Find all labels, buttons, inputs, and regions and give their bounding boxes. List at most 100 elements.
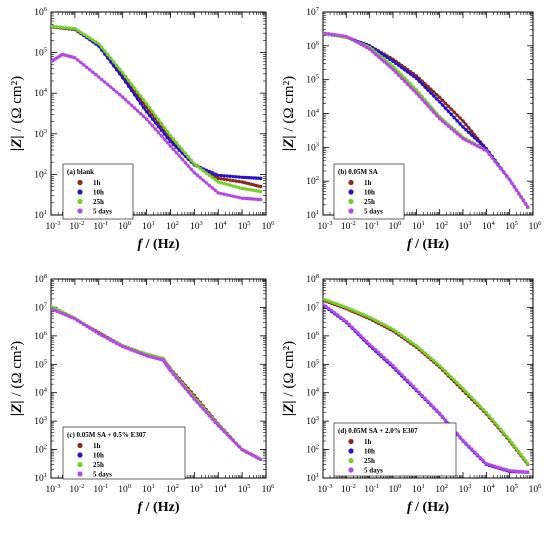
data-point (210, 186, 214, 190)
data-point (231, 174, 235, 179)
data-point (423, 101, 427, 105)
data-point (341, 304, 346, 309)
y-tick-label: 107 (34, 301, 48, 313)
legend-marker (77, 208, 83, 214)
data-point (228, 183, 232, 187)
data-point (408, 339, 413, 344)
data-point (335, 302, 340, 306)
data-point (76, 28, 80, 33)
legend-box (62, 426, 186, 480)
data-point (222, 181, 226, 186)
data-point (411, 88, 416, 92)
y-tick-label: 104 (306, 108, 320, 120)
data-point (519, 453, 523, 457)
data-point (443, 106, 448, 110)
data-point (225, 182, 229, 187)
data-point (341, 34, 346, 38)
data-point (400, 372, 404, 377)
data-point (461, 136, 465, 141)
data-point (464, 128, 468, 132)
data-point (73, 26, 77, 31)
data-point (237, 444, 241, 449)
data-layer (51, 304, 263, 462)
x-tick-label: 106 (529, 220, 543, 232)
data-point (141, 105, 146, 110)
data-point (452, 115, 456, 120)
panel-3: 10-3 10-2 10-1 100 101 102 103 104 105 106 101 102 1… (9, 273, 275, 515)
y-tick-label: 105 (306, 74, 319, 86)
legend-entry: 25h (364, 198, 375, 206)
data-point (97, 331, 101, 336)
y-tick-label: 103 (306, 141, 319, 153)
data-point (382, 323, 386, 327)
y-tick-label: 108 (306, 273, 319, 285)
data-point (423, 396, 427, 401)
data-point (458, 435, 462, 439)
y-tick-label: 104 (306, 387, 320, 399)
x-tick-label: 106 (262, 220, 276, 232)
data-point (177, 154, 182, 158)
data-point (376, 350, 381, 355)
data-point (198, 166, 203, 171)
data-point (210, 171, 214, 175)
x-tick-label: 104 (482, 220, 496, 232)
data-point (183, 386, 188, 391)
data-point (481, 459, 486, 463)
data-point (332, 32, 337, 37)
data-point (388, 62, 392, 66)
data-point (327, 32, 331, 36)
data-point (510, 441, 514, 445)
data-point (429, 107, 433, 111)
data-point (123, 346, 128, 350)
data-point (216, 180, 220, 184)
data-point (79, 60, 83, 65)
data-point (189, 393, 194, 398)
data-point (461, 386, 465, 391)
data-point (426, 399, 430, 404)
data-point (228, 174, 232, 178)
data-point (394, 61, 398, 66)
legend-marker (348, 438, 354, 445)
y-tick-label: 107 (306, 6, 320, 18)
data-point (394, 70, 398, 75)
data-point (356, 310, 360, 315)
data-point (347, 306, 351, 311)
panel-1: 10-3 10-2 10-1 100 101 102 103 104 105 106 101 102 1… (9, 6, 275, 252)
data-point (356, 331, 360, 335)
data-point (144, 102, 149, 106)
data-point (330, 300, 334, 304)
data-point (420, 82, 424, 86)
data-point (112, 64, 116, 68)
data-point (103, 335, 107, 339)
data-point (237, 175, 241, 179)
data-point (237, 179, 241, 184)
data-point (94, 72, 98, 77)
data-point (85, 34, 89, 38)
data-point (435, 92, 439, 97)
data-point (481, 407, 486, 412)
data-point (432, 405, 436, 409)
data-point (452, 378, 456, 382)
y-tick-label: 101 (34, 209, 47, 221)
data-point (493, 464, 497, 469)
legend-marker (348, 189, 354, 195)
data-point (323, 31, 325, 35)
data-point (109, 338, 113, 342)
data-point (502, 467, 506, 471)
data-point (132, 106, 137, 110)
data-point (259, 184, 263, 189)
data-point (94, 40, 98, 44)
data-point (512, 444, 516, 448)
data-point (367, 47, 372, 51)
data-point (502, 170, 506, 175)
data-point (353, 328, 357, 332)
data-point (55, 25, 59, 29)
data-point (385, 62, 389, 67)
x-tick-label: 10-1 (364, 220, 379, 232)
data-point (440, 103, 445, 107)
y-tick-label: 104 (34, 87, 48, 99)
data-point (373, 318, 378, 322)
data-point (338, 33, 343, 38)
